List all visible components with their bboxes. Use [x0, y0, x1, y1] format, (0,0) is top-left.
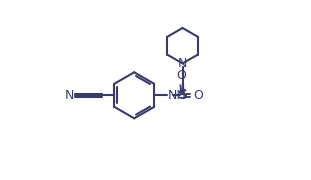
Text: N: N [178, 57, 187, 70]
Text: S: S [178, 88, 188, 102]
Text: NH: NH [168, 89, 186, 102]
Text: O: O [193, 89, 203, 102]
Text: O: O [177, 69, 187, 82]
Text: N: N [65, 89, 74, 102]
